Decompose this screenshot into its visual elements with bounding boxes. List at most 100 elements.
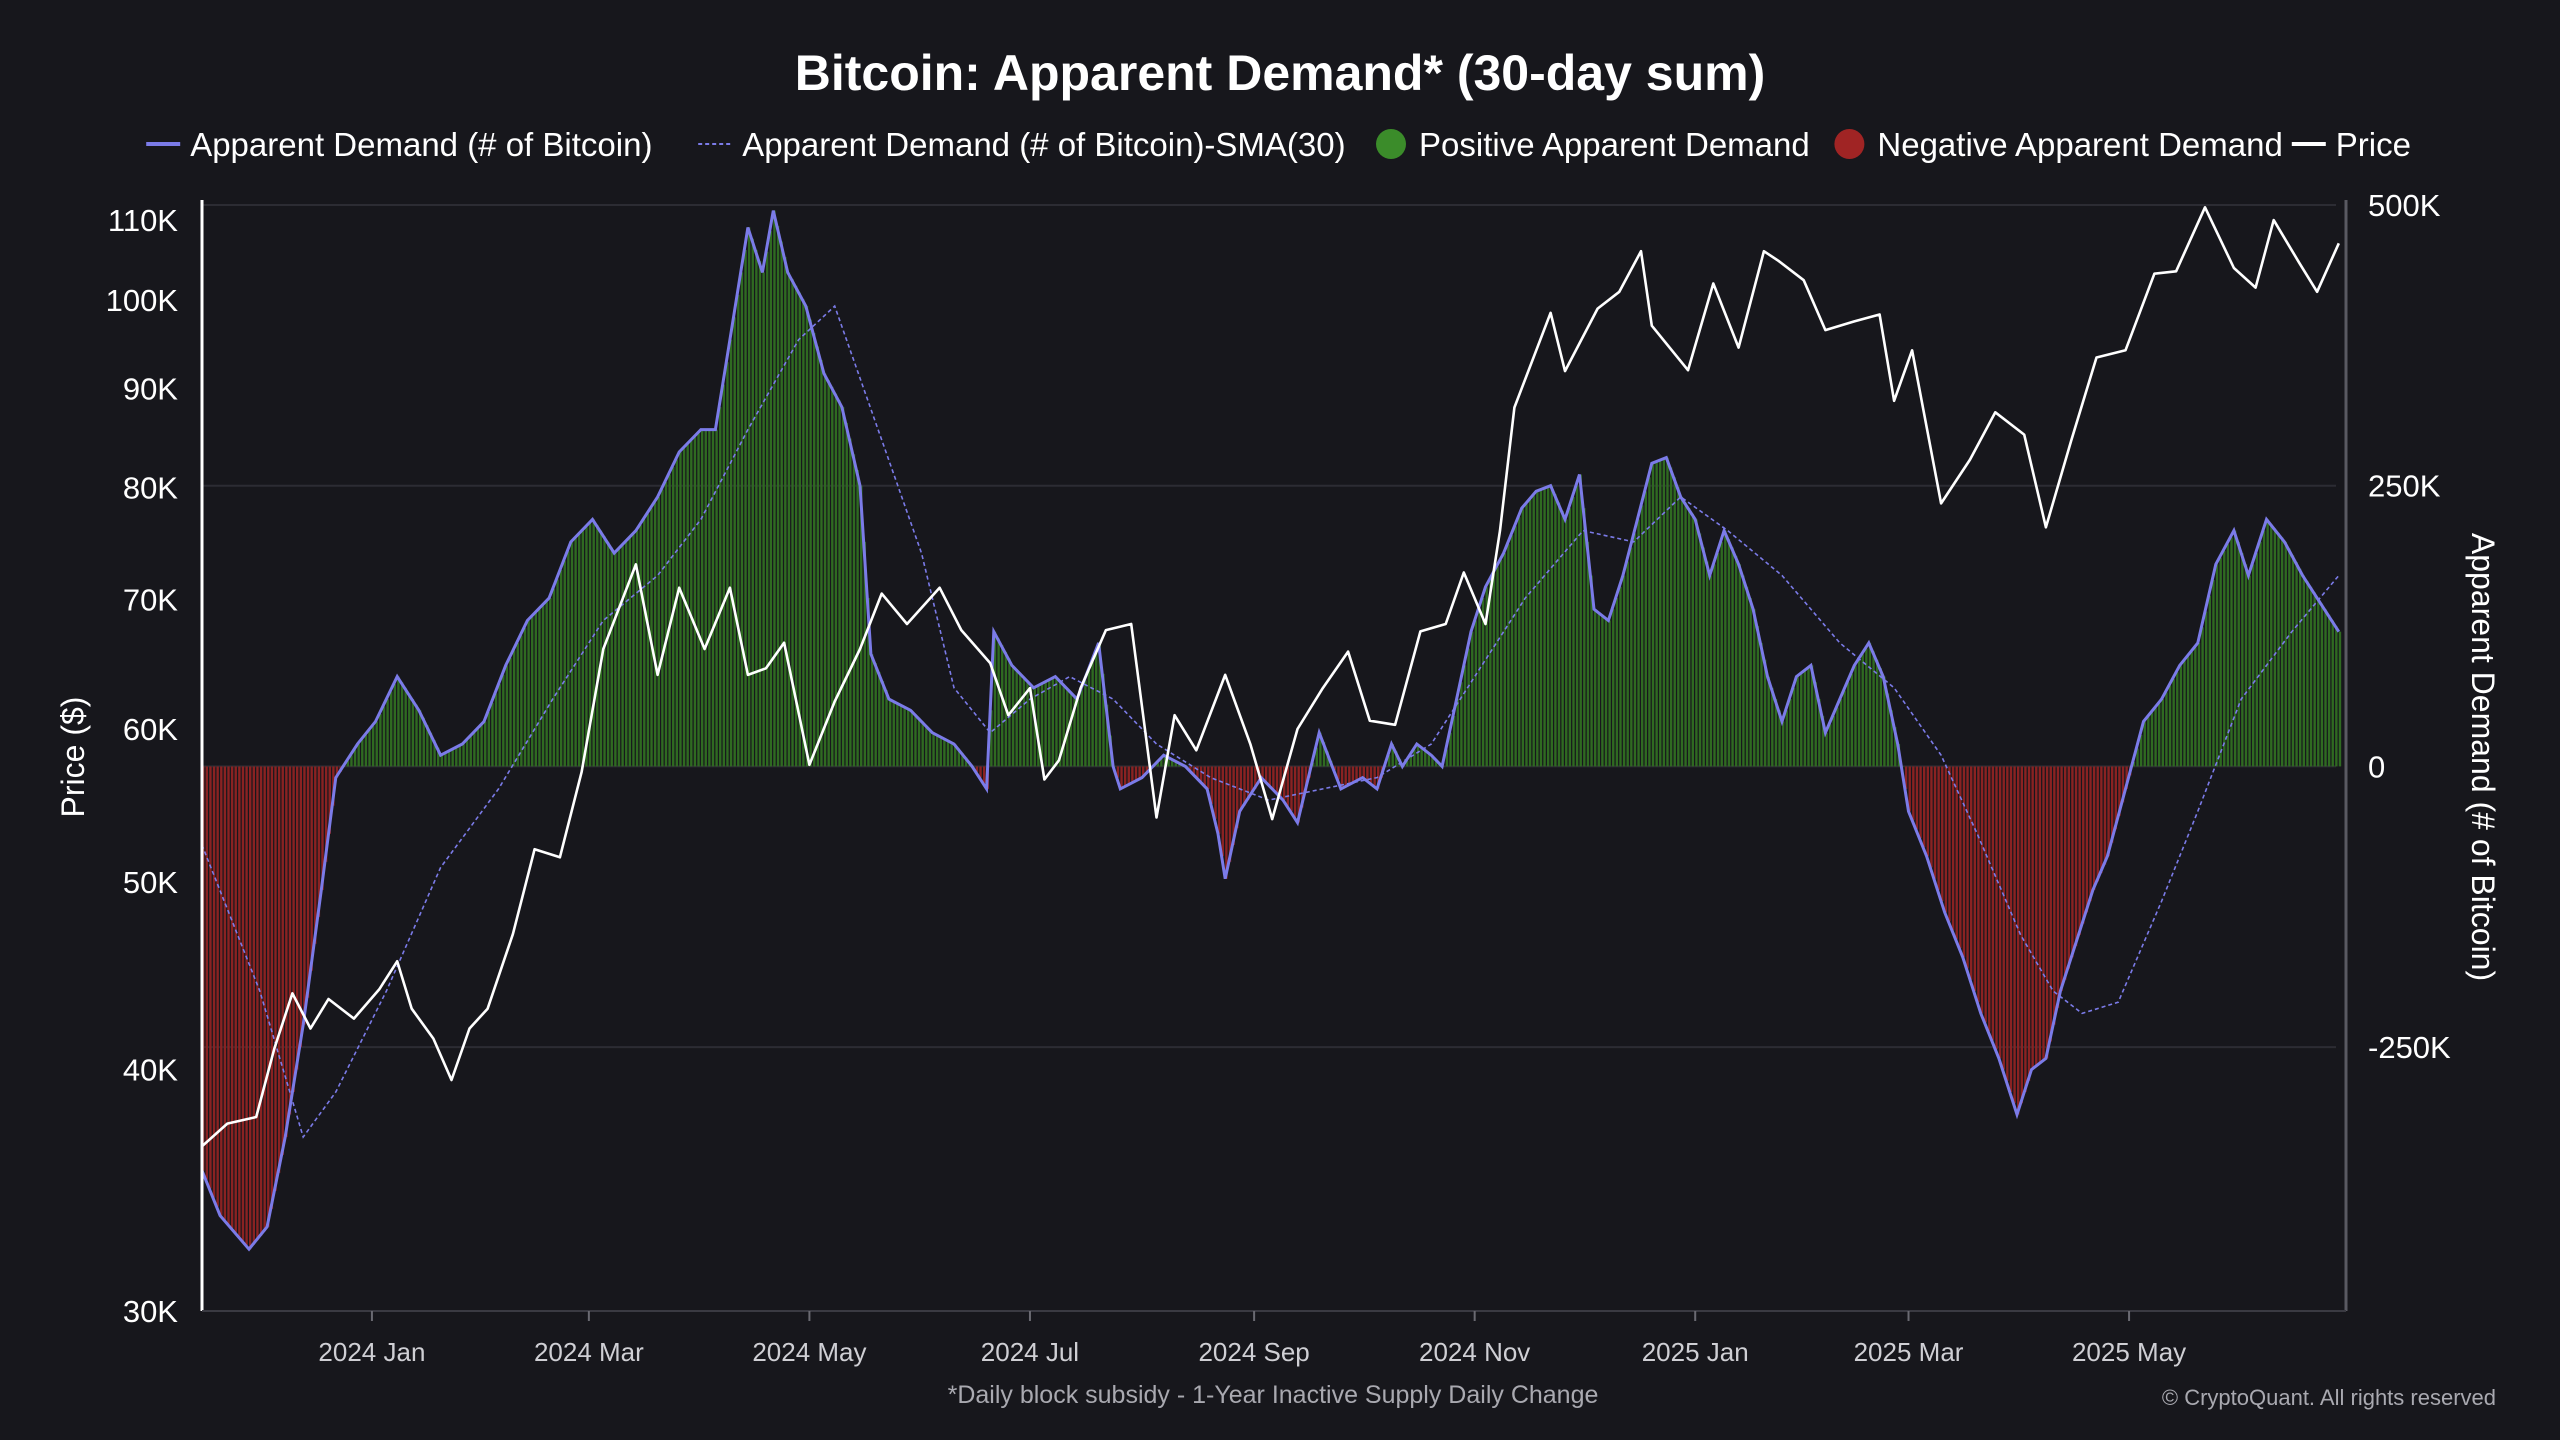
demand-bar-176 bbox=[838, 400, 841, 767]
demand-bar-386 bbox=[1597, 612, 1600, 767]
demand-bar-70 bbox=[455, 747, 458, 767]
demand-bar-209 bbox=[957, 748, 961, 767]
demand-bar-22 bbox=[281, 766, 284, 1155]
demand-bar-238 bbox=[1062, 684, 1065, 767]
demand-bar-117 bbox=[625, 541, 628, 767]
demand-bar-280 bbox=[1214, 766, 1217, 819]
demand-bar-93 bbox=[538, 609, 541, 767]
demand-bar-143 bbox=[719, 407, 722, 767]
demand-bar-189 bbox=[885, 690, 888, 767]
demand-bar-486 bbox=[1959, 766, 1962, 949]
demand-bar-340 bbox=[1431, 755, 1434, 767]
demand-bar-535 bbox=[2136, 748, 2139, 767]
demand-bar-6 bbox=[223, 766, 227, 1220]
legend-item-2[interactable]: Positive Apparent Demand bbox=[1376, 126, 1810, 163]
demand-bar-233 bbox=[1044, 682, 1047, 767]
legend-item-1[interactable]: Apparent Demand (# of Bitcoin)-SMA(30) bbox=[698, 126, 1346, 163]
demand-bar-53 bbox=[393, 684, 397, 767]
demand-bar-279 bbox=[1210, 766, 1214, 804]
demand-bar-322 bbox=[1366, 766, 1369, 781]
demand-bar-128 bbox=[664, 481, 668, 767]
demand-bar-75 bbox=[473, 732, 476, 767]
demand-bar-74 bbox=[469, 736, 472, 767]
demand-bar-21 bbox=[277, 766, 281, 1173]
demand-bar-313 bbox=[1333, 766, 1337, 771]
demand-bar-77 bbox=[480, 725, 483, 767]
demand-bar-245 bbox=[1087, 670, 1091, 767]
y-left-tick-label-6: 90K bbox=[123, 372, 178, 407]
demand-bar-455 bbox=[1847, 682, 1850, 767]
demand-bar-264 bbox=[1156, 762, 1159, 767]
demand-bar-286 bbox=[1236, 766, 1239, 829]
x-tick-label-1: 2024 Mar bbox=[534, 1337, 644, 1367]
demand-bar-314 bbox=[1337, 766, 1340, 780]
demand-bar-54 bbox=[397, 676, 400, 767]
demand-bar-567 bbox=[2252, 564, 2255, 767]
x-tick-label-7: 2025 Mar bbox=[1854, 1337, 1964, 1367]
demand-bar-351 bbox=[1471, 631, 1474, 767]
demand-bar-320 bbox=[1358, 766, 1362, 780]
demand-bar-131 bbox=[675, 459, 679, 767]
demand-bar-384 bbox=[1590, 575, 1593, 767]
demand-bar-576 bbox=[2284, 541, 2287, 767]
demand-bar-247 bbox=[1095, 652, 1098, 767]
demand-bar-401 bbox=[1651, 463, 1655, 767]
demand-bar-153 bbox=[755, 249, 758, 767]
demand-bar-516 bbox=[2067, 766, 2071, 969]
demand-bar-19 bbox=[270, 766, 274, 1209]
demand-bar-108 bbox=[592, 519, 595, 767]
demand-bar-68 bbox=[447, 751, 451, 767]
demand-bar-464 bbox=[1879, 668, 1882, 767]
demand-bar-403 bbox=[1659, 460, 1662, 767]
demand-bar-211 bbox=[964, 757, 968, 767]
demand-bar-415 bbox=[1702, 547, 1705, 767]
demand-bar-98 bbox=[556, 579, 559, 767]
demand-bar-2 bbox=[209, 766, 212, 1189]
demand-bar-505 bbox=[2027, 766, 2031, 1081]
demand-bar-173 bbox=[827, 380, 830, 767]
legend-item-3[interactable]: Negative Apparent Demand bbox=[1834, 126, 2283, 163]
demand-bar-534 bbox=[2132, 761, 2136, 767]
demand-bar-42 bbox=[353, 749, 357, 767]
legend-marker-3 bbox=[1834, 129, 1865, 159]
demand-bar-45 bbox=[364, 734, 368, 767]
demand-bar-588 bbox=[2327, 614, 2331, 767]
demand-bar-228 bbox=[1026, 680, 1029, 767]
x-tick-label-6: 2025 Jan bbox=[1642, 1337, 1749, 1367]
demand-bar-298 bbox=[1279, 766, 1282, 797]
demand-bar-429 bbox=[1753, 609, 1756, 767]
demand-bar-242 bbox=[1076, 699, 1080, 767]
legend-item-4[interactable]: Price bbox=[2291, 126, 2411, 163]
demand-bar-261 bbox=[1145, 766, 1149, 774]
demand-bar-85 bbox=[509, 657, 512, 767]
demand-bar-78 bbox=[484, 721, 487, 767]
demand-bar-575 bbox=[2280, 537, 2284, 767]
demand-bar-67 bbox=[444, 753, 447, 767]
demand-bar-46 bbox=[368, 730, 371, 767]
demand-bar-109 bbox=[596, 525, 599, 767]
demand-bar-65 bbox=[437, 747, 440, 767]
demand-bar-560 bbox=[2226, 544, 2230, 767]
demand-bar-274 bbox=[1192, 766, 1196, 774]
legend-item-0[interactable]: Apparent Demand (# of Bitcoin) bbox=[146, 126, 652, 163]
demand-bar-522 bbox=[2089, 766, 2092, 902]
demand-bar-377 bbox=[1565, 519, 1568, 767]
demand-bar-420 bbox=[1720, 541, 1723, 767]
demand-bar-519 bbox=[2078, 766, 2081, 935]
demand-bar-99 bbox=[559, 569, 563, 767]
demand-bar-495 bbox=[1991, 766, 1995, 1041]
demand-bar-249 bbox=[1102, 673, 1105, 767]
demand-bar-177 bbox=[841, 407, 845, 767]
demand-bar-373 bbox=[1550, 485, 1553, 767]
demand-bar-56 bbox=[404, 687, 407, 767]
demand-bar-357 bbox=[1492, 573, 1496, 767]
y-right-tick-label-2: 0 bbox=[2368, 749, 2385, 784]
demand-bar-375 bbox=[1557, 502, 1561, 767]
demand-bar-570 bbox=[2262, 530, 2266, 767]
demand-bar-382 bbox=[1583, 508, 1586, 767]
demand-bar-436 bbox=[1778, 710, 1781, 767]
demand-bar-369 bbox=[1536, 491, 1539, 767]
demand-bar-190 bbox=[888, 699, 892, 767]
demand-bar-490 bbox=[1973, 766, 1976, 991]
demand-bar-195 bbox=[907, 708, 910, 767]
